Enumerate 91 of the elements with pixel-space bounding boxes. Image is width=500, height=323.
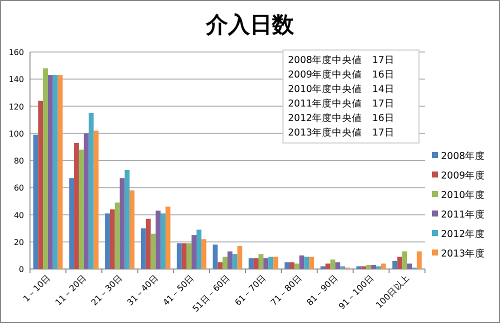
y-tick-label: 100 [8, 129, 24, 138]
x-tick-label: 11－20日 [54, 273, 89, 308]
bar [182, 243, 187, 269]
bar [110, 209, 115, 269]
bar [273, 256, 278, 269]
bar [325, 264, 330, 269]
bar [222, 256, 228, 269]
bar [78, 150, 84, 269]
bar [376, 266, 381, 269]
legend-label: 2012年度 [441, 228, 486, 240]
bar [38, 100, 44, 269]
bar [397, 256, 402, 269]
y-tick-label: 140 [8, 75, 24, 84]
bar [335, 262, 340, 269]
bar [84, 133, 89, 269]
bar [196, 230, 202, 269]
y-tick-label: 60 [14, 184, 24, 193]
legend-label: 2008年度 [441, 150, 486, 162]
bar [340, 266, 346, 269]
x-tick-label: 1－10日 [22, 273, 54, 304]
bar [416, 251, 422, 269]
bar [140, 228, 146, 269]
bar [309, 256, 314, 269]
bar [407, 264, 412, 269]
legend-label: 2011年度 [441, 208, 486, 220]
bar [74, 142, 79, 269]
y-tick-label: 20 [14, 238, 24, 247]
bar [150, 234, 156, 269]
bar [258, 254, 264, 269]
bar [192, 235, 196, 269]
bar [146, 218, 151, 269]
annotation: 2008年度中央値 17日 [288, 54, 394, 66]
x-tick-label: 31－40日 [126, 273, 161, 308]
y-tick-label: 80 [14, 156, 24, 166]
bar [160, 213, 166, 269]
bar [120, 178, 125, 269]
bar [165, 206, 170, 269]
bar [212, 244, 218, 269]
legend-label: 2010年度 [441, 189, 486, 201]
bar [402, 251, 408, 269]
bar [105, 213, 110, 269]
bar [58, 75, 63, 269]
bar [176, 243, 182, 269]
bar [299, 255, 304, 269]
y-tick-label: 0 [18, 265, 24, 274]
bar [186, 243, 192, 269]
x-tick-label: 71－80日 [269, 273, 304, 308]
bar [130, 190, 134, 269]
bar [33, 134, 38, 269]
bar [114, 202, 120, 269]
bar [366, 264, 372, 269]
x-tick-label: 21－30日 [90, 273, 125, 308]
chart-title: 介入日数 [205, 13, 295, 38]
bar [294, 264, 300, 269]
bar [156, 210, 161, 269]
legend-label: 2009年度 [441, 170, 486, 182]
bar [284, 262, 290, 269]
annotation: 2010年度中央値 14日 [288, 83, 394, 95]
bar [356, 266, 362, 269]
bar [248, 258, 254, 269]
annotation: 2011年度中央値 17日 [288, 98, 394, 110]
bar [263, 258, 268, 269]
bar [88, 113, 94, 269]
annotation: 2012年度中央値 16日 [288, 112, 394, 124]
x-tick-label: 61－70日 [233, 273, 269, 308]
bar [254, 258, 258, 269]
bar [124, 170, 130, 269]
bar [237, 246, 242, 269]
bar [69, 178, 74, 269]
bar [320, 266, 326, 269]
bar [371, 264, 376, 269]
bar [330, 260, 336, 269]
bar [218, 262, 223, 269]
bar [201, 239, 206, 269]
annotation: 2013年度中央値 17日 [288, 126, 394, 138]
bar [43, 68, 48, 269]
y-tick-label: 40 [14, 210, 24, 220]
bar [232, 254, 238, 269]
bar [290, 262, 294, 269]
legend-label: 2013年度 [441, 248, 486, 260]
annotation: 2009年度中央値 16日 [288, 68, 394, 80]
bar [380, 264, 386, 269]
bar [94, 130, 99, 269]
bar [228, 251, 232, 269]
bar [268, 256, 274, 269]
y-tick-label: 160 [8, 48, 24, 57]
bar [52, 75, 58, 269]
bar [48, 75, 53, 269]
bar [392, 260, 398, 269]
y-tick-label: 120 [8, 102, 24, 112]
bar [304, 256, 310, 269]
